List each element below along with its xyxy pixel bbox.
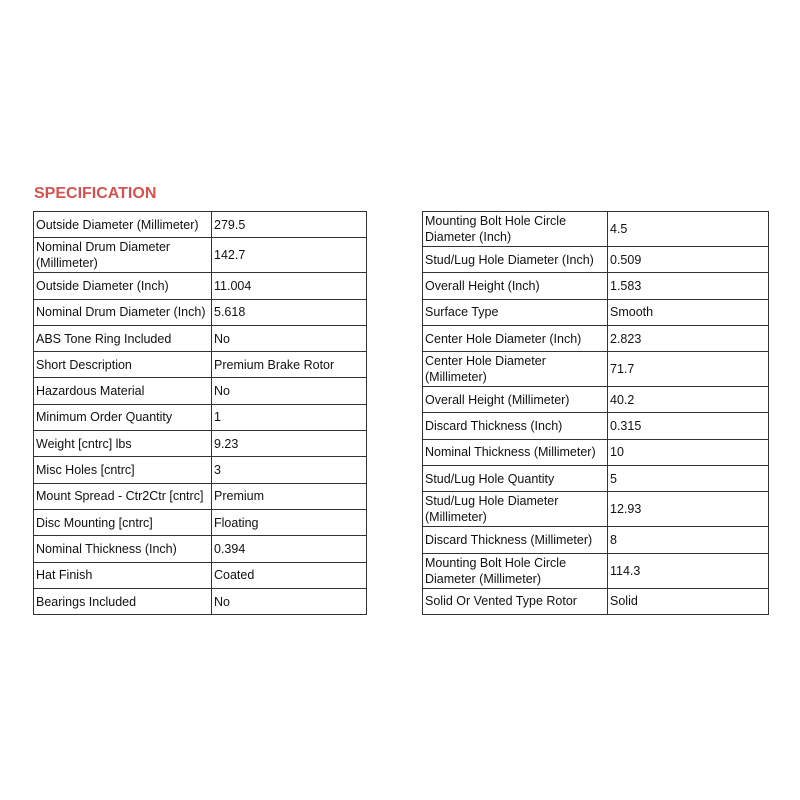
table-row: Center Hole Diameter (Inch) 2.823 [422,324,769,353]
spec-value: 5 [607,465,769,493]
spec-label: Discard Thickness (Inch) [422,412,608,440]
spec-value: 40.2 [607,386,769,414]
table-row: Minimum Order Quantity 1 [33,403,367,432]
spec-label: Mounting Bolt Hole Circle Diameter (Inch… [422,211,608,247]
table-row: Hat Finish Coated [33,561,367,589]
spec-value: 0.315 [607,412,769,440]
table-row: Stud/Lug Hole Diameter (Inch) 0.509 [422,245,769,274]
section-title: SPECIFICATION [34,185,157,202]
spec-value: Floating [211,508,367,537]
table-row: Nominal Drum Diameter (Millimeter) 142.7 [33,237,367,274]
spec-table-left: Outside Diameter (Millimeter) 279.5 Nomina… [33,210,367,616]
table-row: Mounting Bolt Hole Circle Diameter (Mill… [422,552,769,589]
spec-label: Stud/Lug Hole Diameter (Millimeter) [422,491,608,528]
spec-value: 11.004 [211,272,367,300]
spec-value: 12.93 [607,491,769,528]
spec-value: 0.509 [607,245,769,274]
spec-label: Short Description [33,351,212,379]
table-row: Mount Spread - Ctr2Ctr [cntrc] Premium [33,482,367,510]
spec-label: Solid Or Vented Type Rotor [422,587,608,615]
spec-value: 1.583 [607,272,769,300]
spec-label: Outside Diameter (Inch) [33,272,212,300]
table-row: Discard Thickness (Millimeter) 8 [422,526,769,554]
spec-value: 9.23 [211,430,367,458]
spec-label: Disc Mounting [cntrc] [33,508,212,537]
spec-value: 10 [607,438,769,467]
spec-label: Hat Finish [33,561,212,589]
spec-label: Bearings Included [33,587,212,616]
table-row: Nominal Drum Diameter (Inch) 5.618 [33,298,367,326]
spec-value: 114.3 [607,552,769,589]
spec-value: 2.823 [607,324,769,353]
table-row: Disc Mounting [cntrc] Floating [33,508,367,537]
spec-label: Hazardous Material [33,377,212,405]
table-row: Mounting Bolt Hole Circle Diameter (Inch… [422,211,769,247]
spec-value: 5.618 [211,298,367,326]
spec-value: 8 [607,526,769,554]
spec-value: 3 [211,456,367,484]
spec-value: Premium [211,482,367,510]
table-row: Short Description Premium Brake Rotor [33,351,367,379]
spec-label: ABS Tone Ring Included [33,324,212,353]
table-row: Weight [cntrc] lbs 9.23 [33,430,367,458]
spec-label: Weight [cntrc] lbs [33,430,212,458]
spec-label: Overall Height (Millimeter) [422,386,608,414]
spec-table-right: Mounting Bolt Hole Circle Diameter (Inch… [422,211,769,615]
spec-value: No [211,587,367,616]
spec-label: Mounting Bolt Hole Circle Diameter (Mill… [422,552,608,589]
table-row: Outside Diameter (Millimeter) 279.5 [33,210,367,239]
spec-value: Coated [211,561,367,589]
spec-value: 4.5 [607,211,769,247]
spec-label: Mount Spread - Ctr2Ctr [cntrc] [33,482,212,510]
spec-value: 279.5 [211,210,367,239]
table-row: Overall Height (Millimeter) 40.2 [422,386,769,414]
table-row: Bearings Included No [33,587,367,616]
spec-value: 71.7 [607,351,769,388]
spec-value: 1 [211,403,367,432]
spec-label: Outside Diameter (Millimeter) [33,210,212,239]
table-row: Hazardous Material No [33,377,367,405]
spec-label: Overall Height (Inch) [422,272,608,300]
table-row: Outside Diameter (Inch) 11.004 [33,272,367,300]
spec-value: Premium Brake Rotor [211,351,367,379]
table-row: Misc Holes [cntrc] 3 [33,456,367,484]
spec-label: Stud/Lug Hole Diameter (Inch) [422,245,608,274]
spec-label: Nominal Thickness (Inch) [33,535,212,563]
spec-label: Surface Type [422,298,608,326]
spec-value: 0.394 [211,535,367,563]
spec-label: Nominal Thickness (Millimeter) [422,438,608,467]
table-row: Solid Or Vented Type Rotor Solid [422,587,769,615]
spec-label: Stud/Lug Hole Quantity [422,465,608,493]
spec-label: Center Hole Diameter (Millimeter) [422,351,608,388]
spec-value: No [211,324,367,353]
table-row: Nominal Thickness (Inch) 0.394 [33,535,367,563]
table-row: Overall Height (Inch) 1.583 [422,272,769,300]
table-row: Surface Type Smooth [422,298,769,326]
spec-label: Nominal Drum Diameter (Inch) [33,298,212,326]
spec-label: Discard Thickness (Millimeter) [422,526,608,554]
table-row: Center Hole Diameter (Millimeter) 71.7 [422,351,769,388]
table-row: ABS Tone Ring Included No [33,324,367,353]
table-row: Stud/Lug Hole Diameter (Millimeter) 12.93 [422,491,769,528]
table-row: Discard Thickness (Inch) 0.315 [422,412,769,440]
table-row: Nominal Thickness (Millimeter) 10 [422,438,769,467]
spec-label: Nominal Drum Diameter (Millimeter) [33,237,212,274]
table-row: Stud/Lug Hole Quantity 5 [422,465,769,493]
spec-label: Center Hole Diameter (Inch) [422,324,608,353]
spec-value: 142.7 [211,237,367,274]
spec-value: No [211,377,367,405]
spec-label: Minimum Order Quantity [33,403,212,432]
spec-value: Solid [607,587,769,615]
spec-label: Misc Holes [cntrc] [33,456,212,484]
spec-value: Smooth [607,298,769,326]
